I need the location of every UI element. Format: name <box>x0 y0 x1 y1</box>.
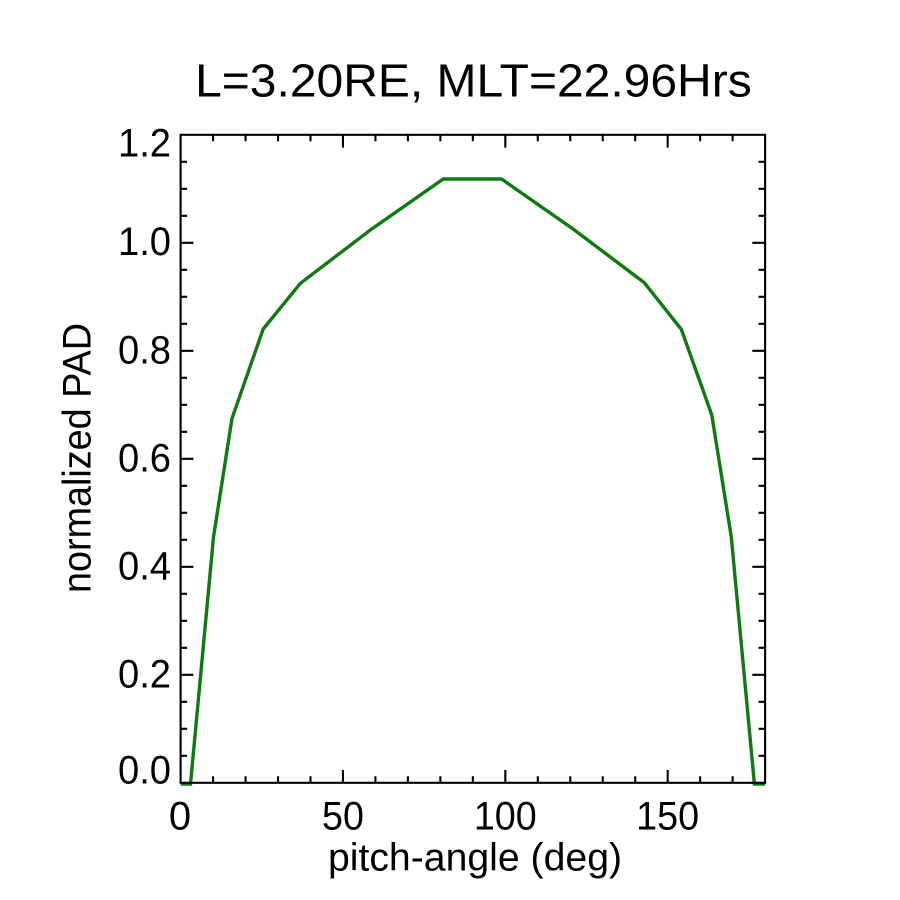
svg-text:0.4: 0.4 <box>118 544 171 588</box>
svg-text:0: 0 <box>169 795 191 839</box>
svg-text:150: 150 <box>636 795 699 839</box>
svg-text:0.2: 0.2 <box>118 652 171 696</box>
svg-text:pitch-angle (deg): pitch-angle (deg) <box>328 837 622 880</box>
svg-text:normalized PAD: normalized PAD <box>56 323 100 593</box>
svg-text:0.6: 0.6 <box>118 436 171 480</box>
svg-text:100: 100 <box>474 795 537 839</box>
svg-text:0.0: 0.0 <box>118 749 171 793</box>
svg-text:1.0: 1.0 <box>118 220 171 264</box>
svg-text:0.8: 0.8 <box>118 328 171 372</box>
svg-text:1.2: 1.2 <box>118 121 171 165</box>
svg-text:L=3.20RE, MLT=22.96Hrs: L=3.20RE, MLT=22.96Hrs <box>195 54 752 106</box>
svg-text:50: 50 <box>322 795 364 839</box>
